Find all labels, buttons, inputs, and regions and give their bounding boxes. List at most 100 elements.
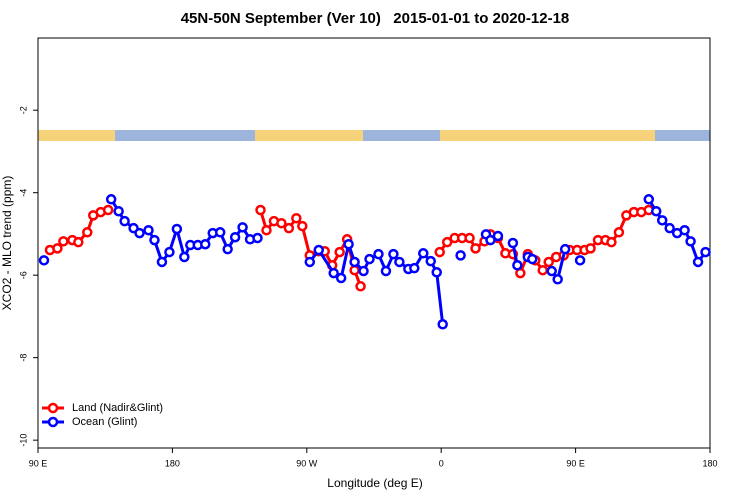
data-point <box>149 234 160 246</box>
data-point <box>229 231 241 243</box>
legend-marker <box>47 402 59 414</box>
y-tick-label: -10 <box>18 434 28 447</box>
data-point <box>334 246 345 258</box>
data-point <box>222 243 233 255</box>
data-point <box>355 281 366 292</box>
data-point <box>507 237 519 249</box>
land-strip <box>255 130 363 141</box>
data-point <box>349 256 360 268</box>
data-point <box>431 267 442 278</box>
data-point <box>574 255 586 266</box>
data-point <box>328 267 339 279</box>
data-point <box>650 205 662 217</box>
data-point <box>388 248 399 260</box>
data-point <box>418 248 429 259</box>
data-point <box>685 236 696 247</box>
plot-frame <box>37 37 711 449</box>
data-point <box>546 265 557 277</box>
data-point <box>52 243 63 254</box>
data-point <box>255 204 266 216</box>
x-tick-label: 180 <box>702 458 717 468</box>
data-point <box>441 236 453 248</box>
data-point <box>73 236 84 248</box>
x-tick-label: 90 W <box>296 458 318 468</box>
data-point <box>552 274 563 285</box>
data-point <box>200 238 211 250</box>
data-point <box>470 243 481 254</box>
data-point <box>373 248 384 260</box>
data-point <box>58 236 69 247</box>
data-point <box>164 246 175 258</box>
data-point <box>119 215 130 227</box>
data-point <box>613 227 625 238</box>
data-point <box>179 251 190 263</box>
ocean-strip <box>38 130 710 141</box>
data-point <box>156 256 168 268</box>
map-strip <box>38 130 710 141</box>
data-point <box>656 215 668 226</box>
data-point <box>485 234 496 246</box>
x-tick-label: 90 E <box>29 458 48 468</box>
data-point <box>304 256 316 268</box>
data-point <box>134 227 145 239</box>
data-point <box>537 264 548 276</box>
y-tick-label: -8 <box>18 354 28 362</box>
y-axis-title: XCO2 - MLO trend (ppm) <box>0 176 14 311</box>
data-point <box>380 265 392 277</box>
x-axis-title: Longitude (deg E) <box>327 476 422 490</box>
data-point <box>692 256 704 268</box>
data-point <box>252 232 263 244</box>
data-point <box>664 222 675 234</box>
data-point <box>394 256 405 268</box>
legend-label: Land (Nadir&Glint) <box>72 402 163 414</box>
data-point <box>464 232 475 244</box>
data-point <box>700 246 711 258</box>
x-tick-label: 180 <box>165 458 180 468</box>
data-point <box>297 220 308 232</box>
data-point <box>143 224 154 236</box>
data-point <box>679 224 690 236</box>
data-point <box>113 205 124 217</box>
legend-marker <box>47 416 59 428</box>
data-point <box>527 253 538 265</box>
data-point <box>102 204 114 216</box>
data-point <box>455 250 466 261</box>
data-point <box>214 227 226 238</box>
data-point <box>237 222 248 233</box>
data-point <box>437 319 448 330</box>
data-point <box>349 264 360 276</box>
data-point <box>105 194 117 205</box>
data-point <box>313 244 324 256</box>
data-point <box>364 253 375 265</box>
data-point <box>261 224 272 236</box>
data-point <box>291 213 302 224</box>
data-point <box>38 255 50 266</box>
y-tick-label: -6 <box>18 271 28 279</box>
data-point <box>358 265 369 277</box>
data-point <box>512 260 523 271</box>
data-point <box>543 256 554 268</box>
x-tick-label: 0 <box>439 458 444 468</box>
data-point <box>434 246 445 258</box>
data-point <box>559 243 571 255</box>
data-point <box>171 223 183 235</box>
data-point <box>492 230 504 242</box>
series-line <box>109 198 707 325</box>
land-strip <box>440 130 655 141</box>
land-strip <box>38 130 115 141</box>
data-point <box>425 255 436 267</box>
data-point <box>409 262 420 274</box>
data-point <box>82 227 93 238</box>
data-point <box>606 236 617 248</box>
y-tick-label: -2 <box>18 106 28 114</box>
data-point <box>585 243 596 254</box>
data-point <box>343 238 354 250</box>
data-point <box>335 272 347 284</box>
chart-title: 45N-50N September (Ver 10) 2015-01-01 to… <box>181 10 570 27</box>
data-point <box>643 194 655 205</box>
x-tick-label: 90 E <box>566 458 585 468</box>
legend-label: Ocean (Glint) <box>72 416 137 428</box>
data-point <box>276 217 287 229</box>
y-tick-label: -4 <box>18 189 28 197</box>
